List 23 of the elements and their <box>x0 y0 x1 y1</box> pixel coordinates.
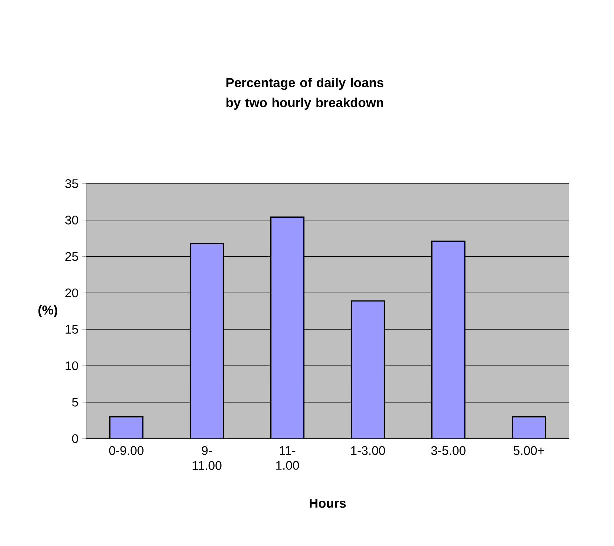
y-tick-label: 0 <box>72 434 78 444</box>
x-tick-label: 3-5.00 <box>431 446 466 456</box>
y-tick-label: 15 <box>66 325 78 334</box>
x-tick-label: 1-3.00 <box>351 446 386 456</box>
y-axis-title: (%) <box>38 305 58 318</box>
y-tick-label: 20 <box>66 288 78 298</box>
chart-title: Percentage of daily loans by two hourly breakdown <box>226 78 384 110</box>
y-tick-label: 30 <box>65 216 78 225</box>
y-tick-label: 5 <box>72 398 78 407</box>
y-tick-label: 10 <box>66 362 78 370</box>
x-tick-label: 9-11.00 <box>192 446 222 470</box>
y-tick-label: 35 <box>65 179 78 188</box>
bar <box>350 300 386 439</box>
bar <box>512 416 546 439</box>
bar <box>431 240 466 439</box>
bar <box>190 243 224 439</box>
y-tick-label: 25 <box>66 252 78 262</box>
x-tick-label: 0-9.00 <box>109 446 144 456</box>
bar <box>270 216 305 439</box>
x-tick-label: 5.00+ <box>514 446 544 456</box>
x-tick-label: 11-1.00 <box>276 446 300 470</box>
bar <box>109 416 144 439</box>
x-axis-title: Hours <box>310 499 346 508</box>
